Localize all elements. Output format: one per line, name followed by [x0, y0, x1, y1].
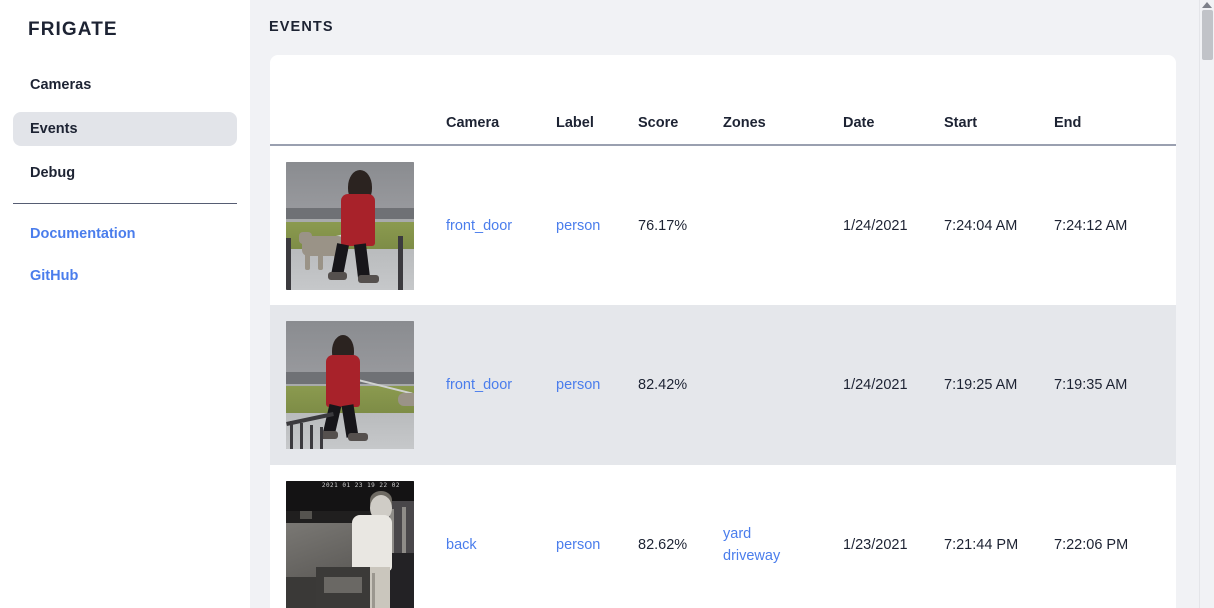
main-content: EVENTS Camera Label: [250, 0, 1214, 608]
event-thumbnail-cell[interactable]: [270, 145, 446, 305]
event-start-cell: 7:21:44 PM: [944, 537, 1019, 553]
event-zone-link-driveway[interactable]: driveway: [723, 548, 781, 564]
event-camera-cell: front_door: [446, 305, 556, 465]
event-camera-cell: front_door: [446, 145, 556, 305]
event-zones-cell: [723, 145, 843, 305]
event-label-link[interactable]: person: [556, 217, 601, 234]
table-row[interactable]: front_door person 82.42% 1/24/2021 7:19:…: [270, 305, 1176, 465]
event-date-cell: 1/23/2021: [843, 537, 908, 553]
event-score-cell: 82.42%: [638, 377, 688, 393]
event-label-cell: person: [556, 465, 638, 608]
app-brand-title: FRIGATE: [28, 19, 118, 40]
event-zone-link-yard[interactable]: yard: [723, 526, 752, 542]
event-thumbnail-cell[interactable]: 2021 01 23 19 22 02: [270, 465, 446, 608]
event-end-cell: 7:19:35 AM: [1054, 377, 1128, 393]
event-camera-link[interactable]: front_door: [446, 217, 513, 234]
sidebar-item-debug[interactable]: Debug: [30, 165, 76, 181]
event-start-cell: 7:19:25 AM: [944, 377, 1018, 393]
event-camera-link[interactable]: back: [446, 537, 477, 553]
sidebar-external-links: Documentation GitHub: [0, 218, 250, 292]
table-row[interactable]: 2021 01 23 19 22 02 back person 82.62%: [270, 465, 1176, 608]
event-date-cell: 1/24/2021: [843, 217, 908, 234]
event-thumbnail-daytime-dogwalker-2[interactable]: [286, 321, 414, 449]
column-header-end[interactable]: End: [1054, 115, 1082, 131]
column-header-thumbnail[interactable]: [270, 55, 446, 145]
sidebar-link-github[interactable]: GitHub: [30, 268, 79, 284]
events-header-row: Camera Label Score Zones Date Start End: [270, 55, 1176, 145]
events-table: Camera Label Score Zones Date Start End: [270, 55, 1176, 608]
event-zones-cell: [723, 305, 843, 465]
event-end-cell: 7:22:06 PM: [1054, 537, 1129, 553]
event-date-cell: 1/24/2021: [843, 377, 908, 393]
column-header-score[interactable]: Score: [638, 115, 679, 131]
thumbnail-scene: [286, 161, 414, 290]
events-card: Camera Label Score Zones Date Start End: [270, 55, 1176, 608]
event-score-cell: 82.62%: [638, 537, 688, 553]
sidebar-divider: [13, 203, 237, 204]
event-camera-cell: back: [446, 465, 556, 608]
column-header-label[interactable]: Label: [556, 115, 594, 131]
thumbnail-timestamp-overlay: 2021 01 23 19 22 02: [321, 482, 400, 489]
scrollbar-thumb[interactable]: [1202, 10, 1213, 60]
events-table-body: front_door person 76.17% 1/24/2021 7:24:…: [270, 145, 1176, 608]
event-label-cell: person: [556, 305, 638, 465]
event-label-link[interactable]: person: [556, 537, 601, 553]
sidebar: FRIGATE Cameras Events Debug Documentati…: [0, 0, 250, 608]
scroll-up-arrow-icon[interactable]: [1202, 2, 1212, 8]
event-label-cell: person: [556, 145, 638, 305]
event-label-link[interactable]: person: [556, 377, 601, 393]
event-camera-link[interactable]: front_door: [446, 377, 513, 393]
thumbnail-scene: 2021 01 23 19 22 02: [286, 481, 414, 608]
event-thumbnail-cell[interactable]: [270, 305, 446, 465]
table-row[interactable]: front_door person 76.17% 1/24/2021 7:24:…: [270, 145, 1176, 305]
column-header-start[interactable]: Start: [944, 115, 978, 131]
sidebar-item-cameras[interactable]: Cameras: [30, 77, 92, 93]
thumbnail-scene: [286, 321, 414, 449]
column-header-camera[interactable]: Camera: [446, 115, 500, 131]
page-title: EVENTS: [269, 19, 334, 35]
sidebar-item-events[interactable]: Events: [13, 112, 237, 146]
event-score-cell: 76.17%: [638, 217, 688, 234]
sidebar-nav: Cameras Events Debug: [0, 68, 250, 190]
event-end-cell: 7:24:12 AM: [1054, 217, 1128, 234]
event-start-cell: 7:24:04 AM: [944, 217, 1018, 234]
event-thumbnail-night-infrared[interactable]: 2021 01 23 19 22 02: [286, 481, 414, 608]
event-thumbnail-daytime-dogwalker[interactable]: [286, 161, 414, 290]
column-header-zones[interactable]: Zones: [723, 115, 766, 131]
sidebar-link-documentation[interactable]: Documentation: [30, 226, 136, 242]
event-zones-cell: yard driveway: [723, 465, 843, 608]
page-scrollbar[interactable]: [1199, 0, 1214, 608]
events-table-head: Camera Label Score Zones Date Start End: [270, 55, 1176, 145]
column-header-date[interactable]: Date: [843, 115, 875, 131]
